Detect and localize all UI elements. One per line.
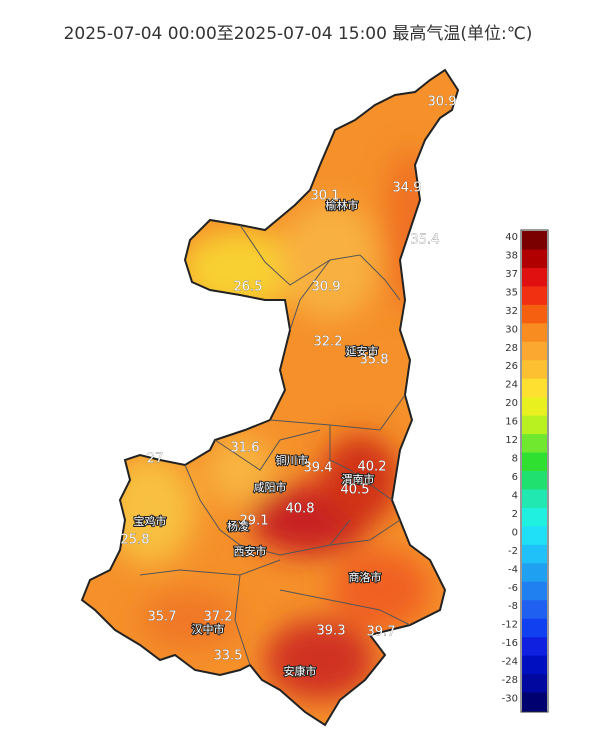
temperature-reading: 39.4 — [304, 461, 333, 476]
legend-swatch — [522, 341, 547, 361]
legend-swatch — [522, 526, 547, 546]
legend-swatch — [522, 360, 547, 380]
legend-swatch — [522, 267, 547, 287]
legend-tick-label: 12 — [505, 435, 518, 446]
legend-tick-label: 8 — [512, 454, 518, 465]
temperature-reading: 31.6 — [231, 441, 260, 456]
legend-tick-label: 38 — [505, 250, 518, 261]
legend-frame — [520, 229, 549, 713]
temperature-reading: 30.9 — [428, 95, 457, 110]
temperature-reading: 30.1 — [311, 189, 340, 204]
legend-swatch — [522, 637, 547, 657]
legend-tick-label: -24 — [502, 657, 518, 668]
legend-swatch — [522, 692, 547, 712]
legend-swatch — [522, 231, 547, 250]
temperature-reading: 25.8 — [121, 533, 150, 548]
city-label: 汉中市 — [192, 622, 225, 636]
legend-tick-label: 37 — [505, 269, 518, 280]
legend-swatch — [522, 434, 547, 454]
legend-swatch — [522, 471, 547, 490]
temperature-reading: 35.7 — [148, 610, 177, 625]
temperature-reading: 39.3 — [317, 624, 346, 639]
temperature-reading: 35.8 — [360, 353, 389, 368]
legend-swatch — [522, 286, 547, 306]
legend-tick-label: 16 — [505, 417, 518, 428]
legend-tick-label: 4 — [512, 490, 518, 501]
city-label: 宝鸡市 — [134, 514, 167, 528]
temperature-reading: 26.5 — [234, 280, 263, 295]
legend-swatch — [522, 581, 547, 601]
legend-tick-label: 0 — [512, 527, 518, 538]
legend-swatch — [522, 674, 547, 694]
legend-tick-label: -2 — [508, 546, 518, 557]
city-label: 铜川市 — [276, 453, 309, 467]
legend-tick-label: 2 — [512, 509, 518, 520]
legend-swatch — [522, 323, 547, 343]
city-label: 商洛市 — [349, 570, 382, 584]
temperature-reading: 32.2 — [314, 335, 343, 350]
legend-tick-label: 26 — [505, 361, 518, 372]
legend-swatch — [522, 544, 547, 564]
legend-swatch — [522, 397, 547, 417]
legend-tick-label: -8 — [508, 601, 518, 612]
legend-tick-label: -6 — [508, 583, 518, 594]
city-label: 杨凌 — [227, 519, 249, 533]
temperature-reading: 40.5 — [341, 483, 370, 498]
city-borders — [139, 224, 411, 666]
title: 2025-07-04 00:00至2025-07-04 15:00 最高气温(单… — [64, 24, 533, 44]
legend-tick-label: -4 — [508, 564, 518, 575]
legend-swatch — [522, 415, 547, 435]
city-label: 延安市 — [346, 344, 379, 358]
city-label: 西安市 — [234, 544, 267, 558]
city-label: 渭南市 — [342, 472, 375, 486]
temperature-reading: 29.1 — [240, 514, 269, 529]
legend-tick-label: -30 — [502, 694, 518, 705]
legend-tick-label: 20 — [505, 398, 518, 409]
legend-tick-label: 40 — [505, 232, 518, 243]
legend-swatch — [522, 452, 547, 472]
temperature-reading: 40.2 — [358, 460, 387, 475]
temperature-reading: 39.7 — [367, 625, 396, 640]
temperature-reading: 30.9 — [312, 280, 341, 295]
legend-swatch — [522, 655, 547, 675]
legend-swatch — [522, 304, 547, 324]
legend-tick-label: 6 — [512, 472, 518, 483]
legend-tick-label: 35 — [505, 287, 518, 298]
legend-tick-label: -16 — [502, 638, 518, 649]
temperature-reading: 35.4 — [411, 233, 440, 248]
temperature-reading: 40.8 — [286, 502, 315, 517]
legend-swatch — [522, 507, 547, 527]
legend-swatch — [522, 618, 547, 638]
temperature-reading: 34.9 — [393, 181, 422, 196]
legend-swatch — [522, 563, 547, 583]
legend-swatch — [522, 600, 547, 620]
legend-swatch — [522, 378, 547, 398]
legend-tick-label: 24 — [505, 380, 518, 391]
legend-tick-label: 30 — [505, 324, 518, 335]
legend-swatch — [522, 249, 547, 269]
city-label: 咸阳市 — [254, 480, 287, 494]
temperature-reading: 37.2 — [204, 610, 233, 625]
temperature-reading: 27 — [147, 452, 164, 467]
legend-tick-label: 28 — [505, 343, 518, 354]
legend-tick-label: 32 — [505, 306, 518, 317]
temperature-reading: 33.5 — [214, 649, 243, 664]
legend-swatch — [522, 489, 547, 509]
city-label: 榆林市 — [326, 198, 359, 212]
legend-tick-label: -12 — [502, 620, 518, 631]
city-label: 安康市 — [284, 664, 317, 678]
legend-tick-label: -28 — [502, 675, 518, 686]
